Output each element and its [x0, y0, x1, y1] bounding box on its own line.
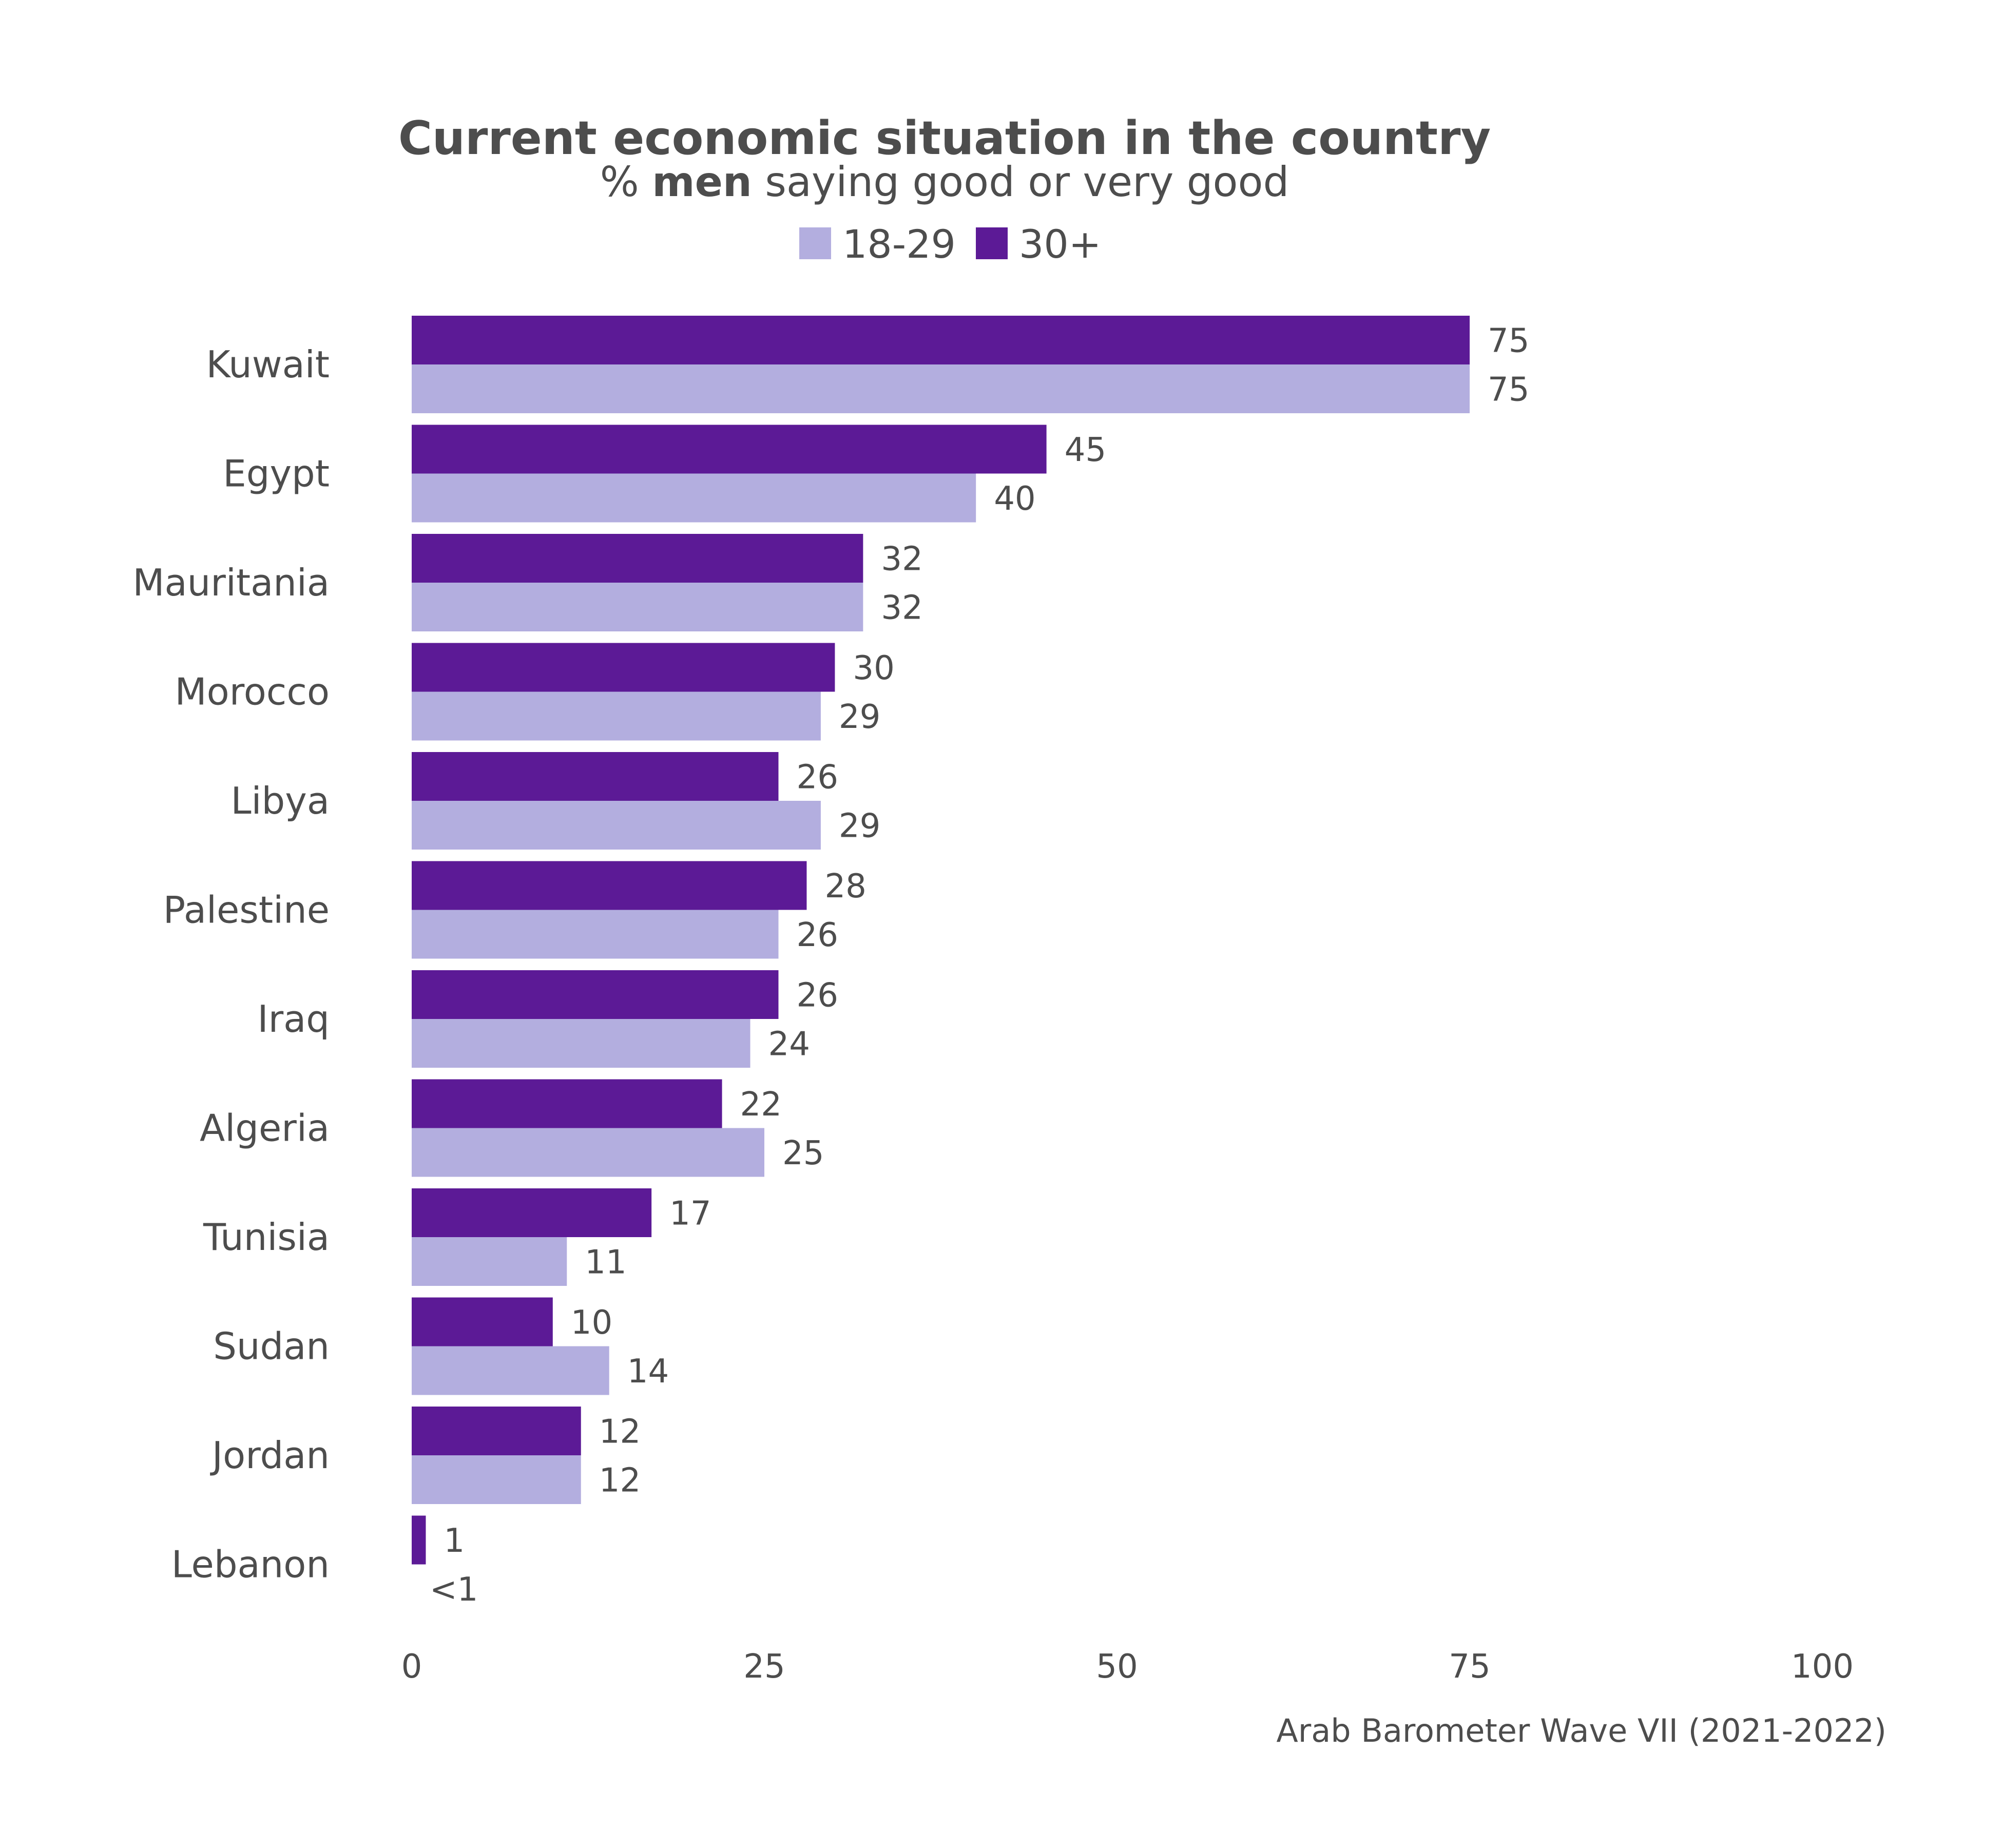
value-label-mauritania-18-29: 32: [881, 589, 922, 627]
legend-label-18-29: 18-29: [842, 221, 956, 267]
bar-mauritania-30: [412, 534, 863, 583]
value-label-morocco-18-29: 29: [839, 698, 880, 736]
bar-kuwait-30: [412, 316, 1470, 364]
bar-libya-18-29: [412, 801, 821, 850]
subtitle-prefix: %: [600, 158, 652, 206]
legend-label-30: 30+: [1019, 221, 1101, 267]
bar-palestine-18-29: [412, 910, 779, 959]
value-label-lebanon-30: 1: [444, 1522, 465, 1560]
category-labels: Kuwait Egypt Mauritania Morocco Libya Palesti…: [132, 343, 330, 1586]
value-label-tunisia-18-29: 11: [585, 1244, 626, 1282]
category-label-mauritania: Mauritania: [132, 561, 330, 604]
category-label-lebanon: Lebanon: [171, 1543, 330, 1586]
bar-kuwait-18-29: [412, 364, 1470, 413]
bar-egypt-30: [412, 425, 1047, 474]
bar-sudan-30: [412, 1297, 553, 1346]
value-label-egypt-18-29: 40: [994, 480, 1035, 518]
bar-morocco-30: [412, 643, 835, 692]
bar-morocco-18-29: [412, 691, 821, 741]
value-label-sudan-18-29: 14: [627, 1353, 669, 1391]
category-label-morocco: Morocco: [175, 670, 330, 714]
x-tick-label-25: 25: [743, 1648, 785, 1686]
subtitle-suffix: saying good or very good: [752, 158, 1289, 206]
value-label-kuwait-18-29: 75: [1488, 371, 1529, 409]
category-label-libya: Libya: [230, 779, 330, 822]
category-label-algeria: Algeria: [200, 1107, 330, 1150]
value-label-palestine-18-29: 26: [796, 916, 838, 954]
bar-egypt-18-29: [412, 473, 976, 523]
bar-jordan-18-29: [412, 1455, 581, 1504]
value-labels: 7575454032323029262928262624222517111014…: [430, 322, 1529, 1609]
bar-iraq-30: [412, 970, 779, 1019]
value-label-libya-18-29: 29: [839, 807, 880, 845]
value-label-lebanon-18-29: <1: [430, 1571, 478, 1609]
category-label-kuwait: Kuwait: [206, 343, 330, 386]
value-label-mauritania-30: 32: [881, 541, 922, 579]
category-label-egypt: Egypt: [223, 452, 330, 495]
legend: 18-29 30+: [799, 221, 1101, 267]
value-label-iraq-18-29: 24: [768, 1026, 810, 1064]
value-label-sudan-30: 10: [571, 1304, 612, 1342]
category-label-palestine: Palestine: [163, 889, 330, 932]
category-label-iraq: Iraq: [257, 997, 330, 1041]
bar-tunisia-30: [412, 1188, 652, 1237]
bar-algeria-18-29: [412, 1128, 764, 1177]
subtitle-emphasis: men: [652, 158, 752, 206]
chart-title: Current economic situation in the countr…: [398, 111, 1491, 165]
value-label-palestine-30: 28: [824, 868, 866, 906]
bar-iraq-18-29: [412, 1019, 750, 1068]
category-label-jordan: Jordan: [210, 1434, 330, 1477]
value-label-jordan-30: 12: [599, 1413, 641, 1451]
chart-subtitle: % men saying good or very good: [600, 158, 1289, 206]
bar-libya-30: [412, 752, 779, 801]
category-label-sudan: Sudan: [213, 1325, 330, 1368]
value-label-iraq-30: 26: [796, 977, 838, 1015]
value-label-jordan-18-29: 12: [599, 1462, 641, 1500]
bar-tunisia-18-29: [412, 1237, 567, 1286]
bar-algeria-30: [412, 1079, 722, 1128]
x-axis-ticks: 0 25 50 75 100: [401, 1648, 1854, 1686]
bar-sudan-18-29: [412, 1346, 609, 1395]
bars: [412, 316, 1470, 1565]
legend-swatch-30: [976, 227, 1008, 259]
value-label-egypt-30: 45: [1065, 431, 1106, 469]
value-label-kuwait-30: 75: [1488, 322, 1529, 360]
value-label-libya-30: 26: [796, 759, 838, 797]
bar-jordan-30: [412, 1407, 581, 1455]
legend-swatch-18-29: [799, 227, 831, 259]
bar-palestine-30: [412, 861, 807, 910]
bar-lebanon-30: [412, 1515, 426, 1565]
chart-caption: Arab Barometer Wave VII (2021-2022): [1276, 1712, 1886, 1749]
x-tick-label-50: 50: [1096, 1648, 1138, 1686]
x-tick-label-75: 75: [1449, 1648, 1490, 1686]
bar-mauritania-18-29: [412, 583, 863, 631]
value-label-algeria-30: 22: [740, 1086, 782, 1124]
x-tick-label-100: 100: [1791, 1648, 1854, 1686]
value-label-algeria-18-29: 25: [782, 1134, 824, 1172]
value-label-morocco-30: 30: [853, 649, 894, 687]
value-label-tunisia-30: 17: [669, 1195, 711, 1233]
x-tick-label-0: 0: [401, 1648, 422, 1686]
category-label-tunisia: Tunisia: [203, 1216, 330, 1259]
